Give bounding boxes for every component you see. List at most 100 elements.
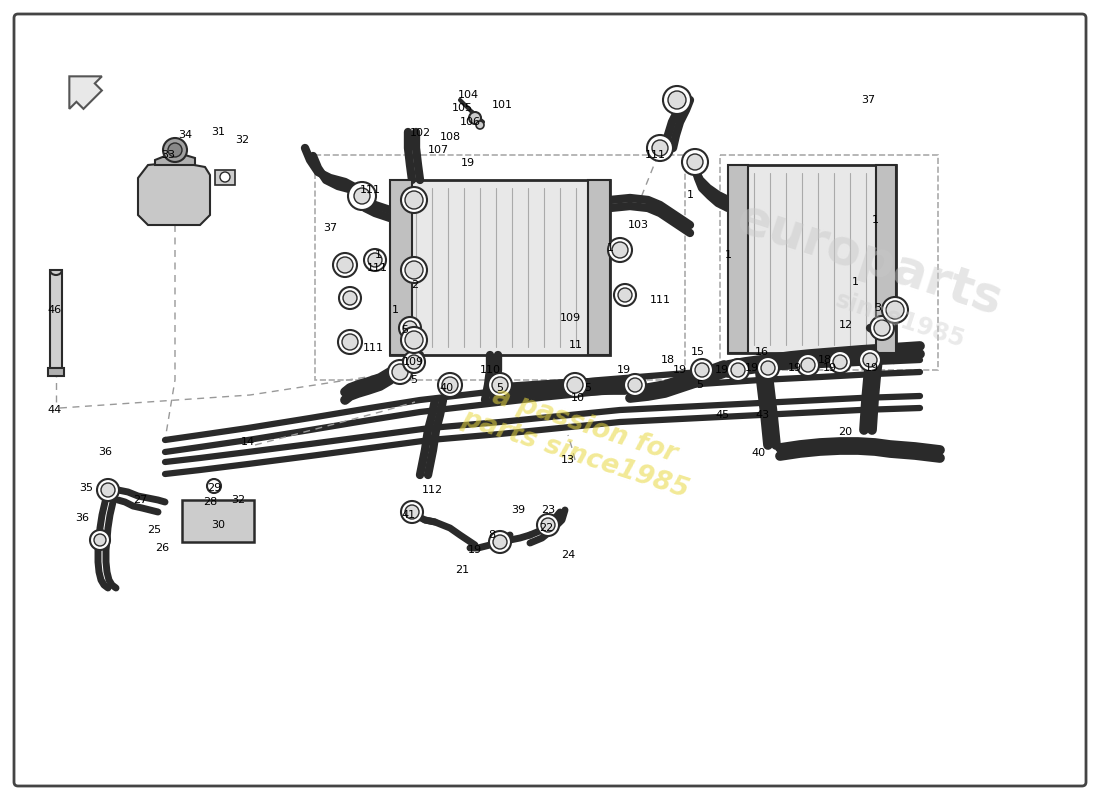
- Text: 5: 5: [410, 375, 418, 385]
- Circle shape: [647, 135, 673, 161]
- Text: a passion for
parts since1985: a passion for parts since1985: [459, 377, 702, 503]
- Circle shape: [608, 238, 632, 262]
- Circle shape: [368, 253, 382, 267]
- Text: 111: 111: [366, 263, 387, 273]
- Text: 19: 19: [865, 363, 879, 373]
- Text: 29: 29: [207, 483, 221, 493]
- Text: 109: 109: [560, 313, 581, 323]
- Text: 35: 35: [79, 483, 94, 493]
- Circle shape: [403, 321, 417, 335]
- Text: 1: 1: [392, 305, 398, 315]
- Text: 110: 110: [480, 365, 501, 375]
- Text: 2: 2: [411, 280, 419, 290]
- Text: 28: 28: [202, 497, 217, 507]
- Bar: [50, 270, 62, 370]
- Text: 33: 33: [161, 150, 175, 160]
- Text: 46: 46: [48, 305, 62, 315]
- Circle shape: [220, 172, 230, 182]
- Circle shape: [541, 518, 556, 532]
- Text: 111: 111: [363, 343, 384, 353]
- Text: 1: 1: [374, 250, 382, 260]
- Text: 37: 37: [861, 95, 876, 105]
- Bar: [315, 155, 685, 380]
- Text: 36: 36: [75, 513, 89, 523]
- Circle shape: [668, 91, 686, 109]
- Text: 1: 1: [686, 190, 693, 200]
- Circle shape: [882, 297, 908, 323]
- Text: 1: 1: [851, 277, 858, 287]
- Circle shape: [761, 361, 776, 375]
- Text: 1: 1: [871, 215, 879, 225]
- Text: 36: 36: [98, 447, 112, 457]
- Polygon shape: [69, 76, 102, 109]
- Circle shape: [691, 359, 713, 381]
- Text: 39: 39: [510, 505, 525, 515]
- Text: since1985: since1985: [832, 288, 968, 352]
- Text: 19: 19: [673, 365, 688, 375]
- Circle shape: [614, 284, 636, 306]
- Text: 101: 101: [492, 100, 513, 110]
- Bar: [390, 180, 412, 355]
- Circle shape: [490, 531, 512, 553]
- Circle shape: [874, 320, 890, 336]
- Circle shape: [688, 154, 703, 170]
- Bar: [728, 165, 896, 353]
- Text: 111: 111: [649, 295, 671, 305]
- Text: 18: 18: [818, 355, 832, 365]
- Bar: [182, 500, 254, 542]
- Text: 102: 102: [409, 128, 430, 138]
- Text: 32: 32: [231, 495, 245, 505]
- Circle shape: [829, 351, 851, 373]
- Text: 22: 22: [539, 523, 553, 533]
- Text: 24: 24: [561, 550, 575, 560]
- Circle shape: [469, 112, 481, 124]
- Circle shape: [405, 261, 424, 279]
- Circle shape: [163, 138, 187, 162]
- Circle shape: [339, 287, 361, 309]
- Circle shape: [628, 378, 642, 392]
- Circle shape: [405, 331, 424, 349]
- Text: 13: 13: [561, 455, 575, 465]
- Circle shape: [399, 317, 421, 339]
- Circle shape: [801, 358, 815, 372]
- Text: 5: 5: [402, 325, 408, 335]
- Circle shape: [388, 360, 412, 384]
- Text: 15: 15: [691, 347, 705, 357]
- Text: 19: 19: [745, 363, 759, 373]
- Text: 43: 43: [755, 410, 769, 420]
- Bar: [876, 165, 896, 353]
- Text: 34: 34: [178, 130, 192, 140]
- Circle shape: [402, 501, 424, 523]
- Circle shape: [90, 530, 110, 550]
- Text: 31: 31: [211, 127, 226, 137]
- Circle shape: [732, 363, 745, 377]
- Circle shape: [695, 363, 710, 377]
- Text: 27: 27: [133, 495, 147, 505]
- Circle shape: [859, 349, 881, 371]
- Text: 16: 16: [755, 347, 769, 357]
- Circle shape: [833, 355, 847, 369]
- Text: 1: 1: [725, 250, 732, 260]
- Circle shape: [438, 373, 462, 397]
- Circle shape: [798, 354, 820, 376]
- Text: 32: 32: [235, 135, 249, 145]
- Circle shape: [402, 187, 427, 213]
- Text: 108: 108: [439, 132, 461, 142]
- Text: 23: 23: [541, 505, 556, 515]
- Circle shape: [168, 143, 182, 157]
- Text: 19: 19: [461, 158, 475, 168]
- Circle shape: [566, 377, 583, 393]
- Circle shape: [354, 188, 370, 204]
- Text: 12: 12: [839, 320, 854, 330]
- Text: 21: 21: [455, 565, 469, 575]
- Text: 5: 5: [696, 380, 704, 390]
- Text: 19: 19: [788, 363, 802, 373]
- FancyBboxPatch shape: [14, 14, 1086, 786]
- Text: 3: 3: [874, 303, 881, 313]
- Circle shape: [403, 351, 425, 373]
- Text: 111: 111: [360, 185, 381, 195]
- Circle shape: [101, 483, 116, 497]
- Text: 14: 14: [241, 437, 255, 447]
- Polygon shape: [138, 162, 210, 225]
- Circle shape: [338, 330, 362, 354]
